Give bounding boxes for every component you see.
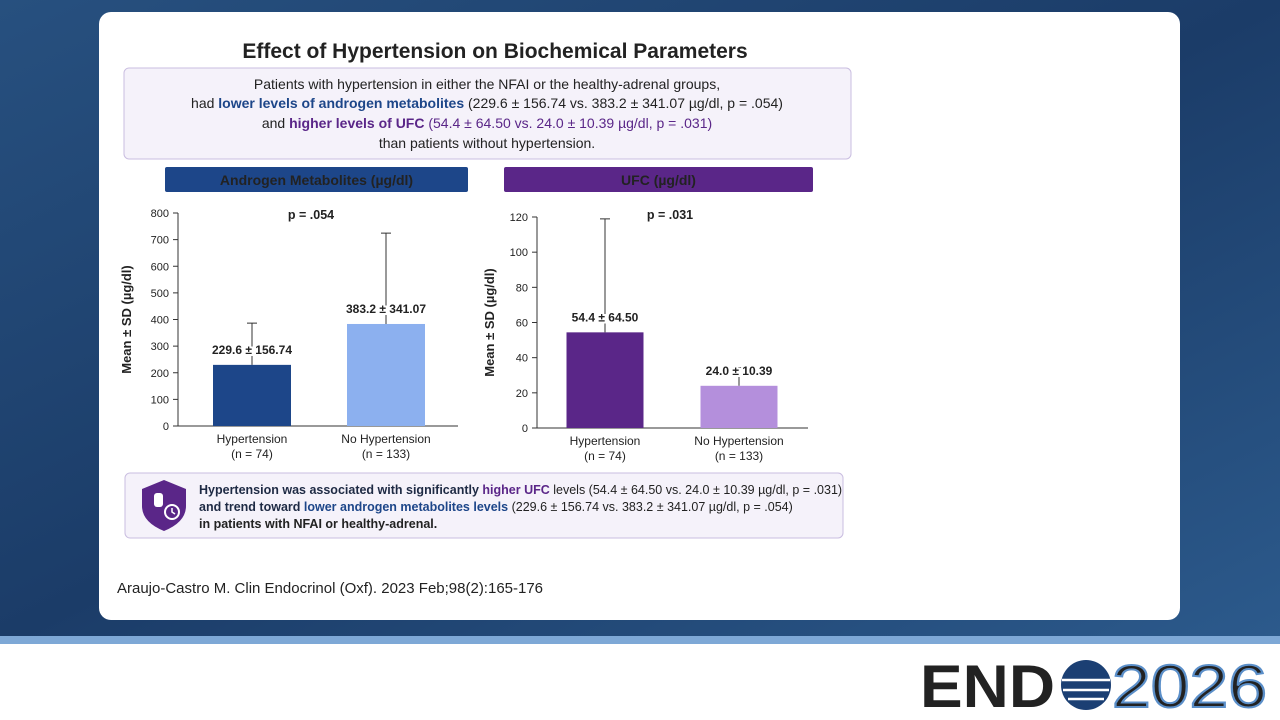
y-tick-label: 60 xyxy=(516,318,528,330)
logo-globe-lines xyxy=(1062,678,1110,701)
x-tick-label: No Hypertension xyxy=(341,432,430,446)
chart-banner xyxy=(165,167,468,192)
logo-globe xyxy=(1061,660,1111,710)
value-label: 24.0 ± 10.39 xyxy=(706,364,773,378)
summary-line: Patients with hypertension in either the… xyxy=(254,76,720,92)
bar xyxy=(700,385,778,428)
callout-text: levels (54.4 ± 64.50 vs. 24.0 ± 10.39 µg… xyxy=(550,483,842,497)
value-label: 229.6 ± 156.74 xyxy=(212,343,292,357)
bar xyxy=(213,364,291,426)
x-tick-note: (n = 133) xyxy=(362,447,410,461)
callout-line: Hypertension was associated with signifi… xyxy=(199,483,842,497)
card xyxy=(99,12,1180,620)
value-label: 383.2 ± 341.07 xyxy=(346,302,426,316)
summary-line: than patients without hypertension. xyxy=(379,135,595,151)
x-tick-label: No Hypertension xyxy=(694,434,783,448)
summary-text: and xyxy=(262,115,289,131)
callout-line: and trend toward lower androgen metaboli… xyxy=(199,500,793,514)
summary-highlight: lower levels of androgen metabolites xyxy=(218,95,464,111)
logo-year: 2026 xyxy=(1112,653,1267,720)
chart-title: Androgen Metabolites (µg/dl) xyxy=(220,172,413,188)
y-axis-label: Mean ± SD (µg/dl) xyxy=(482,268,497,377)
x-tick-note: (n = 133) xyxy=(715,449,763,463)
citation: Araujo-Castro M. Clin Endocrinol (Oxf). … xyxy=(117,580,543,597)
y-tick-label: 200 xyxy=(151,368,169,380)
logo-brand: END xyxy=(920,653,1055,720)
error-bar xyxy=(247,322,257,365)
p-value: p = .031 xyxy=(647,208,693,222)
x-tick-note: (n = 74) xyxy=(231,447,273,461)
y-tick-label: 0 xyxy=(163,421,169,433)
callout-text: Hypertension was associated with signifi… xyxy=(199,483,482,497)
x-tick-label: Hypertension xyxy=(570,434,641,448)
callout-highlight: lower androgen metabolites levels xyxy=(304,500,508,514)
x-tick-label: Hypertension xyxy=(217,432,288,446)
y-tick-label: 80 xyxy=(516,282,528,294)
error-bar xyxy=(600,218,610,333)
y-tick-label: 100 xyxy=(151,394,169,406)
callout-text: (229.6 ± 156.74 vs. 383.2 ± 341.07 µg/dl… xyxy=(508,500,793,514)
summary-highlight: higher levels of UFC xyxy=(289,115,424,131)
y-tick-label: 600 xyxy=(151,261,169,273)
callout-box xyxy=(124,472,844,539)
summary-line: had lower levels of androgen metabolites… xyxy=(191,95,783,111)
logo: END 2026 xyxy=(920,652,1268,720)
summary-text: (229.6 ± 156.74 vs. 383.2 ± 341.07 µg/dl… xyxy=(464,95,783,111)
y-tick-label: 20 xyxy=(516,388,528,400)
chart-title: UFC (µg/dl) xyxy=(621,172,696,188)
stripe xyxy=(0,636,1280,644)
error-bar xyxy=(381,232,391,324)
error-bar xyxy=(734,367,744,386)
y-axis-label: Mean ± SD (µg/dl) xyxy=(119,265,134,374)
value-label: 54.4 ± 64.50 xyxy=(572,310,639,324)
charts: Androgen Metabolites (µg/dl) p = .054 Mean… xyxy=(119,167,813,463)
summary-box xyxy=(123,67,852,160)
y-tick-label: 800 xyxy=(151,208,169,220)
y-tick-label: 120 xyxy=(510,212,528,224)
summary-line: and higher levels of UFC (54.4 ± 64.50 v… xyxy=(262,115,712,131)
x-tick-note: (n = 74) xyxy=(584,449,626,463)
bar xyxy=(566,332,644,428)
slide-title: Effect of Hypertension on Biochemical Pa… xyxy=(242,40,747,63)
summary-text: (54.4 ± 64.50 vs. 24.0 ± 10.39 µg/dl, p … xyxy=(424,115,712,131)
chart-banner xyxy=(504,167,813,192)
callout-text: and trend toward xyxy=(199,500,304,514)
p-value: p = .054 xyxy=(288,208,334,222)
y-tick-label: 40 xyxy=(516,353,528,365)
bar xyxy=(347,323,425,426)
y-tick-label: 300 xyxy=(151,341,169,353)
y-tick-label: 100 xyxy=(510,247,528,259)
summary-text: had xyxy=(191,95,218,111)
callout-highlight: higher UFC xyxy=(482,483,549,497)
y-tick-label: 400 xyxy=(151,315,169,327)
y-tick-label: 700 xyxy=(151,235,169,247)
y-tick-label: 0 xyxy=(522,423,528,435)
y-tick-label: 500 xyxy=(151,288,169,300)
shield-icon xyxy=(142,480,186,531)
callout-line: in patients with NFAI or healthy-adrenal… xyxy=(199,517,437,531)
